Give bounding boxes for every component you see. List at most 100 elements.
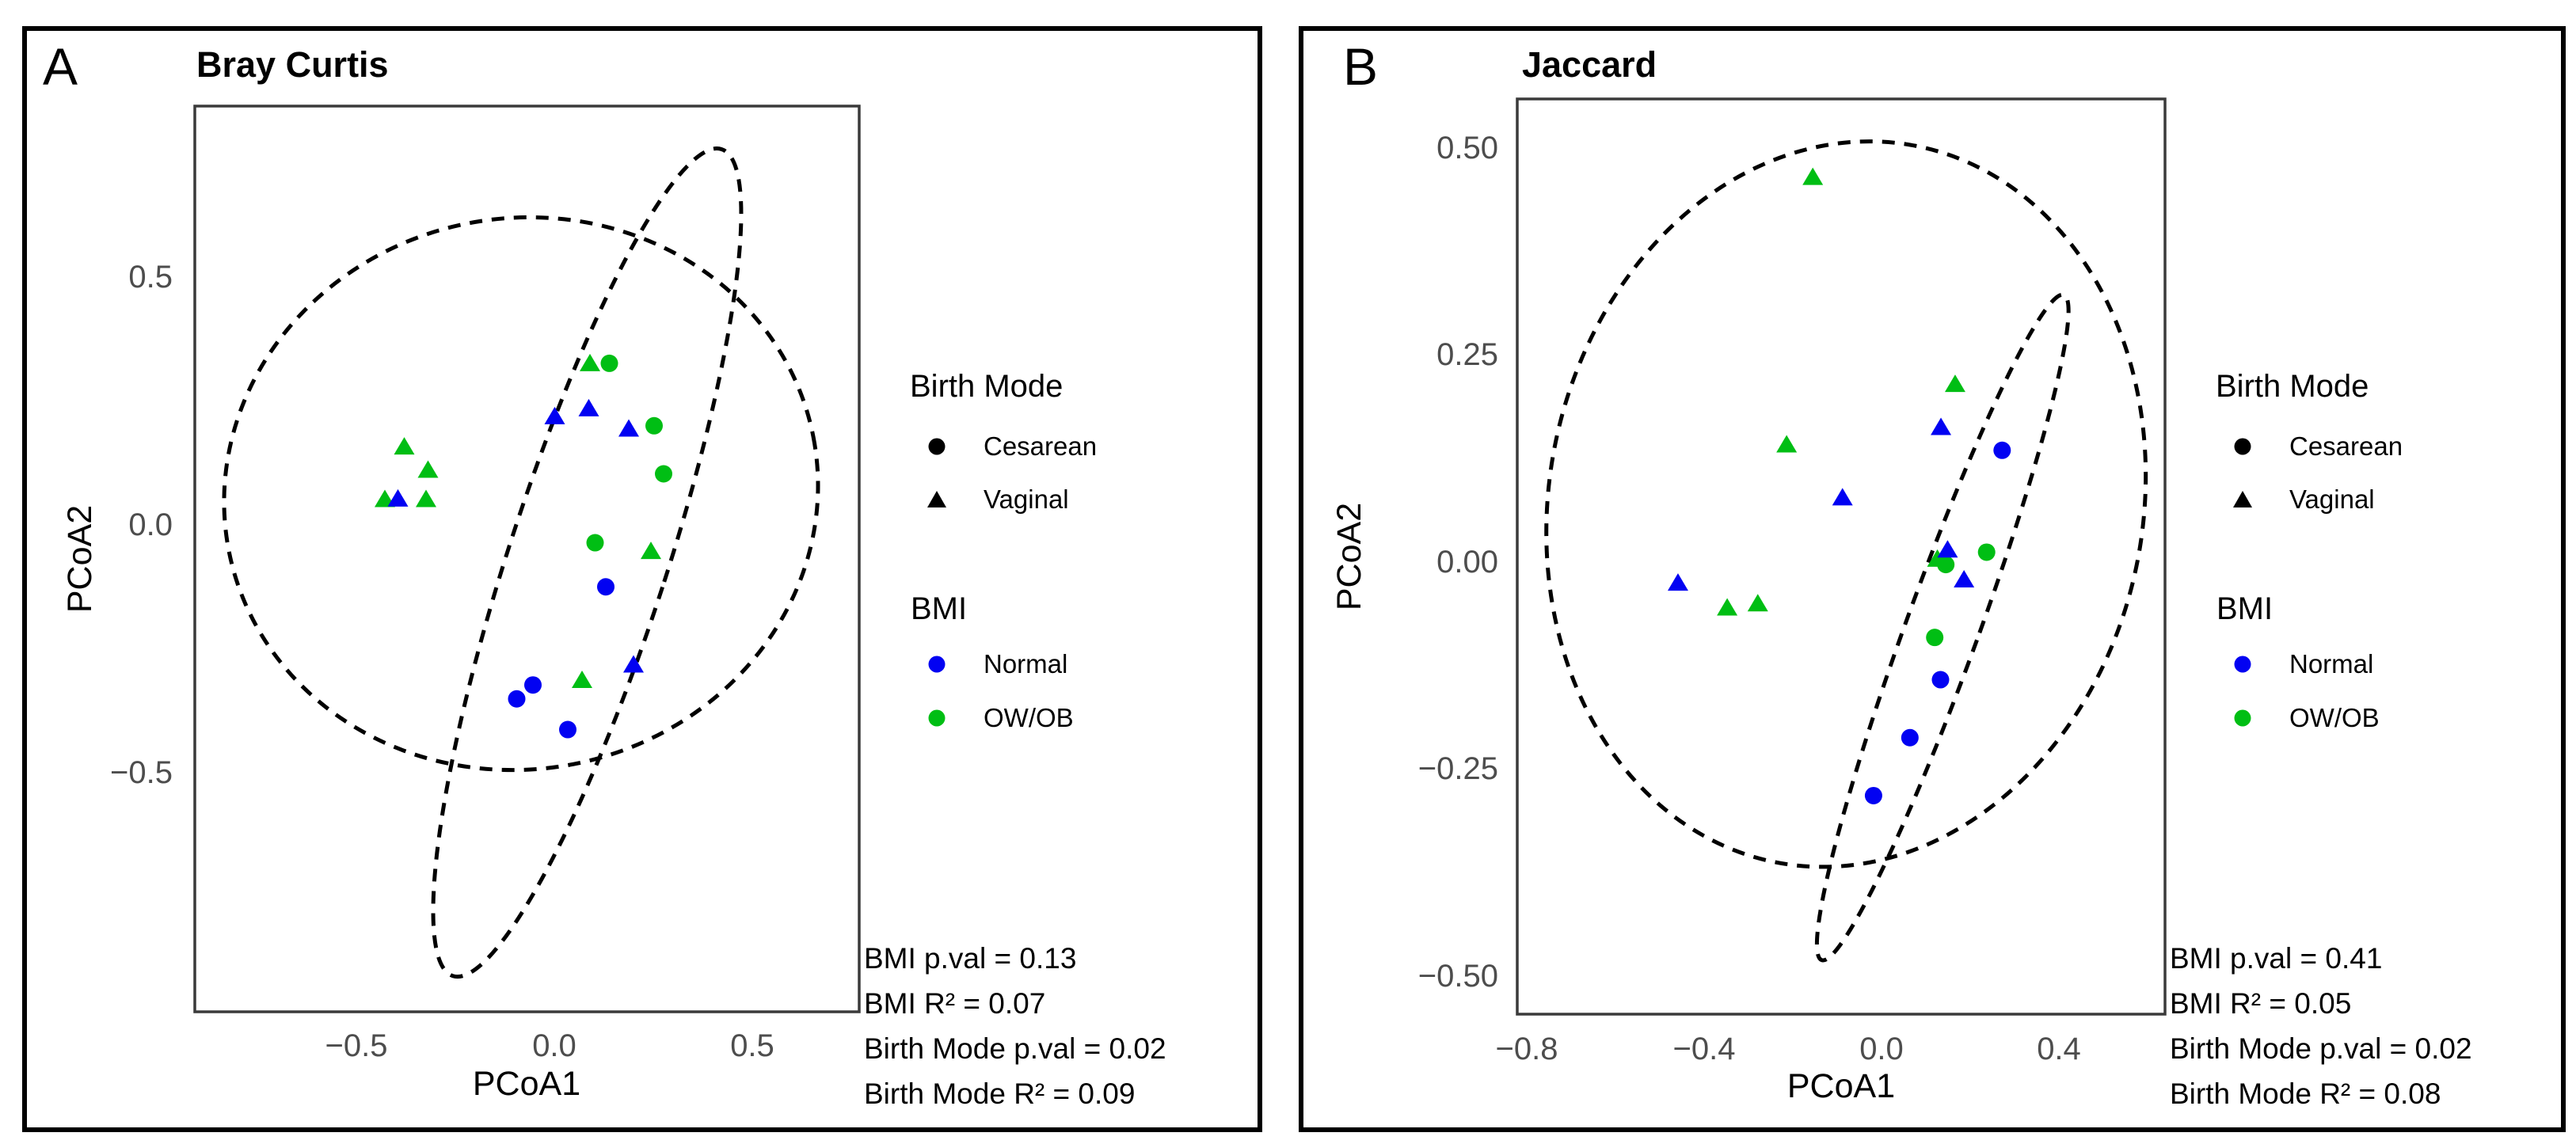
point-cesarean-ow-ob bbox=[600, 354, 618, 372]
normal-bmi-circle-icon bbox=[928, 656, 946, 673]
point-vaginal-ow-ob bbox=[1927, 549, 1948, 567]
point-cesarean-normal bbox=[1931, 671, 1950, 689]
legend-label: Cesarean bbox=[984, 431, 1098, 461]
owob-bmi-circle-icon bbox=[2234, 709, 2251, 727]
x-tick-label: 0.5 bbox=[730, 1028, 774, 1063]
x-tick-label: 0.4 bbox=[2037, 1032, 2081, 1066]
point-cesarean-ow-ob bbox=[1977, 543, 1996, 561]
point-vaginal-ow-ob bbox=[416, 489, 436, 507]
legend-item-vaginal: Vaginal bbox=[927, 485, 1069, 514]
y-axis-label: PCoA2 bbox=[1330, 502, 1368, 611]
normal-bmi-circle-icon bbox=[2234, 656, 2251, 673]
point-vaginal-normal bbox=[1832, 488, 1853, 506]
point-cesarean-normal bbox=[524, 676, 542, 694]
point-cesarean-normal bbox=[597, 578, 615, 596]
point-vaginal-normal bbox=[544, 406, 565, 424]
legend-item-normal: Normal bbox=[2232, 649, 2374, 678]
x-axis-label: PCoA1 bbox=[1786, 1067, 1896, 1105]
stat-bmi-pval: BMI p.val = 0.41 bbox=[2170, 942, 2383, 975]
y-axis-label: PCoA2 bbox=[61, 504, 99, 614]
legend-title-birth-mode: Birth Mode bbox=[910, 369, 1064, 404]
stat-bmi-r2: BMI R² = 0.07 bbox=[864, 987, 1046, 1020]
legend-label: Cesarean bbox=[2289, 431, 2403, 461]
legend-item-cesarean: Cesarean bbox=[927, 431, 1098, 461]
point-cesarean-normal bbox=[559, 720, 576, 739]
stat-bmi-pval: BMI p.val = 0.13 bbox=[864, 942, 1077, 975]
x-tick-label: −0.8 bbox=[1495, 1032, 1558, 1066]
y-tick-label: 0.0 bbox=[128, 507, 173, 542]
confidence-ellipse-vaginal bbox=[1544, 139, 2148, 869]
point-vaginal-ow-ob bbox=[580, 353, 600, 371]
point-vaginal-ow-ob bbox=[1802, 167, 1824, 185]
point-cesarean-normal bbox=[1864, 786, 1882, 804]
point-vaginal-ow-ob bbox=[417, 460, 439, 478]
legend-item-owob: OW/OB bbox=[2232, 703, 2380, 732]
y-tick-label: 0.25 bbox=[1436, 337, 1498, 372]
plot-title: Jaccard bbox=[1522, 44, 1657, 85]
point-cesarean-ow-ob bbox=[1926, 629, 1944, 647]
point-vaginal-normal bbox=[1667, 573, 1688, 591]
legend-label: OW/OB bbox=[2289, 703, 2380, 732]
confidence-ellipse-cesarean bbox=[1814, 292, 2071, 963]
y-tick-label: 0.00 bbox=[1436, 545, 1498, 580]
y-tick-label: 0.5 bbox=[128, 260, 173, 295]
legend-label: Normal bbox=[2289, 649, 2374, 678]
y-tick-label: −0.25 bbox=[1417, 751, 1498, 786]
confidence-ellipse-cesarean bbox=[431, 146, 744, 979]
panel-tag: B bbox=[1343, 37, 1379, 96]
point-vaginal-ow-ob bbox=[641, 542, 661, 560]
x-tick-label: −0.5 bbox=[325, 1028, 388, 1063]
y-tick-label: −0.5 bbox=[110, 755, 173, 790]
panel-bray-curtis: A Bray Curtis 0.5 0.0 −0.5 −0.5 0.0 0.5 … bbox=[22, 26, 1262, 1132]
scatter-plot-jaccard bbox=[1516, 97, 2167, 1016]
owob-bmi-circle-icon bbox=[928, 709, 946, 727]
point-vaginal-normal bbox=[618, 419, 639, 437]
point-vaginal-ow-ob bbox=[572, 670, 592, 688]
plot-frame bbox=[193, 105, 861, 1013]
x-tick-label: 0.0 bbox=[532, 1028, 576, 1063]
stat-bmi-r2: BMI R² = 0.05 bbox=[2170, 987, 2352, 1020]
legend-title-birth-mode: Birth Mode bbox=[2216, 369, 2369, 404]
point-vaginal-normal bbox=[1954, 569, 1975, 587]
legend-item-cesarean: Cesarean bbox=[2232, 431, 2403, 461]
point-cesarean-ow-ob bbox=[655, 465, 672, 483]
point-cesarean-ow-ob bbox=[645, 416, 663, 435]
point-vaginal-normal bbox=[1937, 540, 1958, 558]
point-cesarean-normal bbox=[1901, 728, 1919, 747]
legend-title-bmi: BMI bbox=[2216, 591, 2274, 626]
confidence-ellipse-vaginal bbox=[222, 215, 820, 773]
x-axis-label: PCoA1 bbox=[472, 1065, 581, 1103]
y-tick-label: 0.50 bbox=[1436, 131, 1498, 165]
cesarean-circle-icon bbox=[2234, 438, 2251, 455]
y-tick-label: −0.50 bbox=[1417, 959, 1498, 994]
legend-item-vaginal: Vaginal bbox=[2232, 485, 2375, 514]
point-cesarean-normal bbox=[508, 690, 526, 708]
cesarean-circle-icon bbox=[928, 438, 946, 455]
point-vaginal-ow-ob bbox=[1776, 435, 1798, 453]
scatter-plot-bray-curtis bbox=[193, 105, 861, 1013]
legend-title-bmi: BMI bbox=[911, 591, 968, 626]
x-tick-label: 0.0 bbox=[1859, 1032, 1904, 1066]
legend-item-normal: Normal bbox=[927, 649, 1068, 678]
legend-label: Normal bbox=[984, 649, 1068, 678]
legend-label: Vaginal bbox=[2289, 485, 2375, 514]
x-tick-label: −0.4 bbox=[1672, 1032, 1736, 1066]
point-vaginal-ow-ob bbox=[1717, 598, 1738, 616]
panel-jaccard: B Jaccard 0.50 0.25 0.00 −0.25 −0.50 −0.… bbox=[1299, 26, 2566, 1132]
point-vaginal-normal bbox=[387, 488, 409, 507]
stat-birthmode-pval: Birth Mode p.val = 0.02 bbox=[2170, 1032, 2472, 1065]
stat-birthmode-r2: Birth Mode R² = 0.08 bbox=[2170, 1077, 2441, 1110]
point-cesarean-normal bbox=[1993, 441, 2011, 459]
point-cesarean-ow-ob bbox=[586, 534, 604, 552]
stat-birthmode-r2: Birth Mode R² = 0.09 bbox=[864, 1077, 1136, 1110]
point-vaginal-ow-ob bbox=[394, 437, 415, 455]
point-vaginal-ow-ob bbox=[1944, 374, 1965, 393]
plot-frame bbox=[1516, 97, 2167, 1016]
legend-label: Vaginal bbox=[984, 485, 1069, 514]
point-vaginal-ow-ob bbox=[1747, 594, 1768, 612]
legend-label: OW/OB bbox=[984, 703, 1074, 732]
vaginal-triangle-icon bbox=[2233, 491, 2252, 507]
panel-tag: A bbox=[43, 37, 78, 96]
point-vaginal-normal bbox=[1931, 417, 1952, 435]
